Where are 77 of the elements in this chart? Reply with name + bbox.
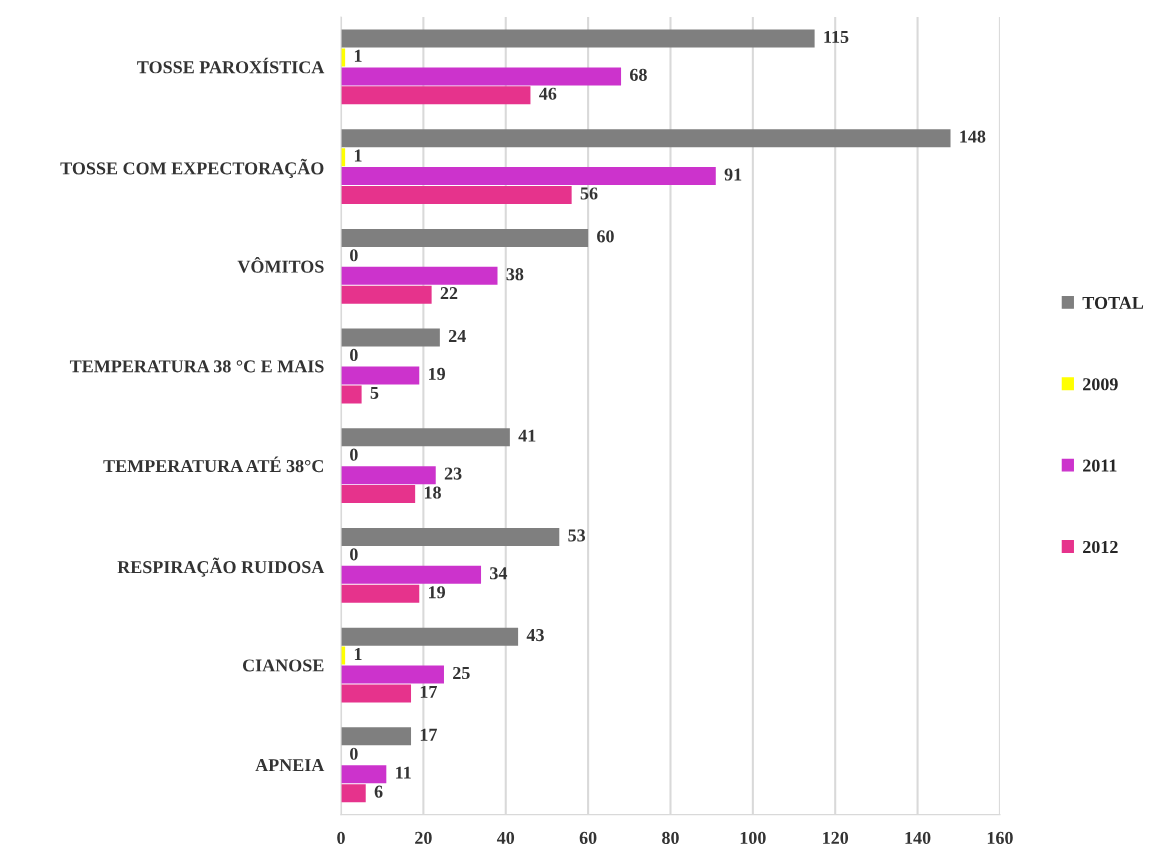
- data-label: 60: [597, 230, 614, 243]
- data-label: 1: [354, 648, 362, 660]
- legend-label: TOTAL: [1082, 296, 1144, 309]
- x-tick-label: 120: [823, 831, 849, 844]
- x-tick-label: 60: [579, 831, 597, 844]
- bar: [341, 627, 519, 646]
- bar: [341, 727, 412, 746]
- bar: [341, 86, 531, 105]
- bar: [341, 684, 412, 703]
- bar: [341, 584, 420, 603]
- data-label: 0: [350, 348, 358, 362]
- legend-label: 2011: [1083, 459, 1117, 472]
- data-label: 18: [424, 486, 441, 499]
- data-label: 17: [420, 728, 437, 741]
- data-label: 46: [539, 87, 557, 100]
- data-label: 0: [350, 249, 358, 262]
- data-label: 41: [518, 429, 536, 442]
- x-tick-label: 20: [415, 831, 432, 844]
- data-label: 68: [630, 68, 647, 81]
- bar: [341, 67, 622, 86]
- data-label: 19: [429, 586, 445, 599]
- data-label: 34: [490, 567, 508, 580]
- x-tick-label: 40: [496, 831, 515, 844]
- bar: [341, 527, 560, 546]
- data-label: 43: [526, 629, 544, 642]
- data-label: 91: [724, 168, 742, 181]
- bar: [341, 266, 498, 285]
- bar: [341, 385, 362, 404]
- bar: [341, 428, 510, 447]
- data-label: 23: [444, 467, 462, 480]
- bar: [341, 665, 444, 684]
- y-tick-label: RESPIRAÇÃO RUIDOSA: [117, 557, 325, 577]
- y-tick-label: VÔMITOS: [237, 256, 324, 273]
- bar: [341, 328, 440, 347]
- data-label: 17: [420, 685, 437, 698]
- data-label: 25: [453, 666, 470, 680]
- y-tick-label: CIANOSE: [242, 659, 324, 672]
- bar: [341, 466, 436, 485]
- bar: [341, 784, 366, 803]
- x-tick-label: 80: [662, 831, 679, 844]
- data-label: 19: [429, 367, 445, 380]
- bar: [341, 565, 482, 584]
- y-tick-label: TEMPERATURA ATÉ 38°C: [103, 456, 323, 473]
- data-label: 22: [440, 287, 458, 300]
- bar: [341, 29, 815, 48]
- x-tick-label: 140: [905, 831, 931, 844]
- legend-label: 2009: [1083, 378, 1118, 391]
- y-tick-label: TEMPERATURA 38 °C E MAIS: [69, 360, 324, 373]
- bar: [341, 765, 387, 784]
- x-tick-label: 0: [337, 831, 345, 844]
- bar: [341, 366, 420, 385]
- data-label: 6: [374, 785, 383, 798]
- data-label: 0: [350, 747, 358, 760]
- bar: [341, 129, 951, 148]
- x-tick-label: 160: [987, 831, 1013, 844]
- y-tick-label: APNEIA: [255, 759, 325, 772]
- data-label: 56: [580, 187, 598, 200]
- bar: [341, 285, 432, 304]
- bar: [341, 186, 572, 205]
- x-tick-label: 100: [740, 831, 766, 844]
- data-label: 0: [350, 548, 358, 561]
- bar: [341, 228, 589, 247]
- bar: [341, 167, 716, 186]
- y-tick-label: TOSSE COM EXPECTORAÇÃO: [60, 158, 324, 178]
- legend-label: 2012: [1083, 540, 1118, 554]
- data-label: 11: [396, 766, 411, 779]
- data-label: 1: [354, 49, 362, 62]
- data-label: 5: [370, 386, 379, 399]
- data-label: 0: [350, 448, 358, 461]
- data-label: 38: [506, 268, 524, 281]
- data-label: 1: [354, 149, 362, 162]
- data-label: 148: [960, 130, 986, 143]
- data-label: 115: [824, 30, 849, 44]
- data-label: 24: [448, 329, 466, 342]
- bar: [341, 485, 416, 504]
- y-tick-label: TOSSE PAROXÍSTICA: [137, 57, 325, 74]
- data-label: 53: [568, 529, 586, 542]
